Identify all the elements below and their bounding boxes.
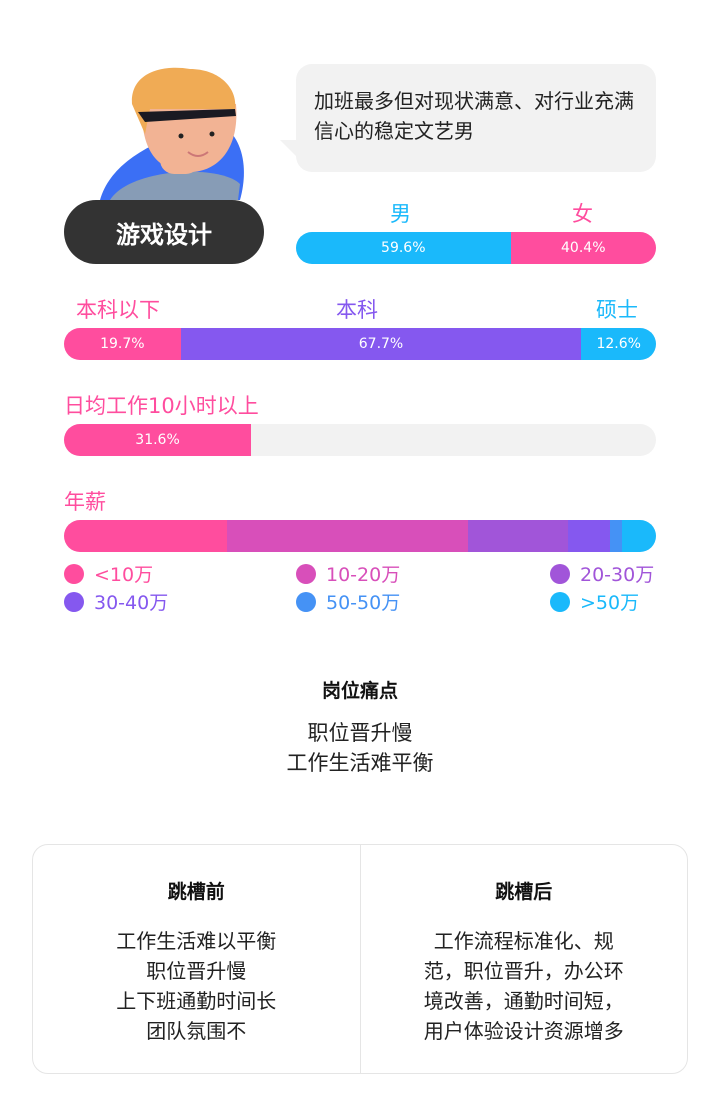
edu-label-master: 硕士 xyxy=(596,298,638,322)
pain-title: 岗位痛点 xyxy=(321,680,398,702)
quote-bubble: 加班最多但对现状满意、对行业充满信心的稳定文艺男 xyxy=(296,64,656,172)
salary-segment xyxy=(610,520,623,552)
gender-label-male: 男 xyxy=(390,202,411,226)
gender-segment-female: 40.4% xyxy=(510,232,656,264)
avatar-illustration xyxy=(100,67,244,200)
after-item: 工作流程标准化、规 xyxy=(433,929,614,953)
legend-label: >50万 xyxy=(580,592,640,614)
salary-legend-item: 50-50万 xyxy=(296,588,400,615)
after-title: 跳槽后 xyxy=(495,881,553,903)
salary-legend-item: 10-20万 xyxy=(296,560,400,587)
salary-segment xyxy=(467,520,569,552)
legend-dot-icon xyxy=(64,591,84,612)
edu-segment-master: 12.6% xyxy=(581,328,656,360)
overtime-bar: 31.6% xyxy=(64,424,656,456)
salary-legend-item: <10万 xyxy=(64,560,153,587)
legend-dot-icon xyxy=(550,563,570,584)
salary-segment xyxy=(64,520,228,552)
education-bar: 19.7% 67.7% 12.6% xyxy=(64,328,656,360)
legend-label: 50-50万 xyxy=(326,592,401,614)
before-column: 跳槽前 工作生活难以平衡 职位晋升慢 上下班通勤时间长 团队氛围不 xyxy=(33,845,361,1073)
edu-segment-bachelor: 67.7% xyxy=(180,328,582,360)
role-badge: 游戏设计 xyxy=(64,200,264,264)
pain-item: 工作生活难平衡 xyxy=(286,751,434,775)
after-item: 范，职位晋升，办公环 xyxy=(423,959,624,983)
pain-item: 职位晋升慢 xyxy=(307,721,413,745)
salary-legend-item: 30-40万 xyxy=(64,588,168,615)
legend-label: 30-40万 xyxy=(94,592,169,614)
legend-label: <10万 xyxy=(94,564,154,586)
salary-segment xyxy=(568,520,611,552)
before-item: 工作生活难以平衡 xyxy=(116,929,277,953)
pain-list: 职位晋升慢 工作生活难平衡 xyxy=(0,718,720,778)
legend-dot-icon xyxy=(296,591,316,612)
salary-segment xyxy=(622,520,656,552)
edu-label-below: 本科以下 xyxy=(76,298,160,322)
overtime-segment: 31.6% xyxy=(64,424,252,456)
overtime-label: 日均工作10小时以上 xyxy=(64,394,259,418)
after-column: 跳槽后 工作流程标准化、规 范，职位晋升，办公环 境改善，通勤时间短， 用户体验… xyxy=(361,845,688,1073)
gender-label-female: 女 xyxy=(572,202,593,226)
legend-label: 10-20万 xyxy=(326,564,401,586)
before-item: 上下班通勤时间长 xyxy=(116,989,277,1013)
salary-legend-item: >50万 xyxy=(550,588,639,615)
salary-label: 年薪 xyxy=(64,490,106,514)
salary-segment xyxy=(227,520,468,552)
legend-dot-icon xyxy=(296,563,316,584)
legend-dot-icon xyxy=(550,591,570,612)
after-item: 境改善，通勤时间短， xyxy=(423,989,624,1013)
before-title: 跳槽前 xyxy=(167,881,225,903)
before-item: 职位晋升慢 xyxy=(146,959,247,983)
after-item: 用户体验设计资源增多 xyxy=(423,1019,624,1043)
legend-label: 20-30万 xyxy=(580,564,655,586)
legend-dot-icon xyxy=(64,563,84,584)
before-item: 团队氛围不 xyxy=(146,1019,247,1043)
salary-bar xyxy=(64,520,656,552)
salary-legend-item: 20-30万 xyxy=(550,560,654,587)
job-change-card: 跳槽前 工作生活难以平衡 职位晋升慢 上下班通勤时间长 团队氛围不 跳槽后 工作… xyxy=(32,844,688,1074)
edu-label-bachelor: 本科 xyxy=(336,298,378,322)
gender-bar: 59.6% 40.4% xyxy=(296,232,656,264)
gender-segment-male: 59.6% xyxy=(296,232,511,264)
edu-segment-below: 19.7% xyxy=(64,328,181,360)
